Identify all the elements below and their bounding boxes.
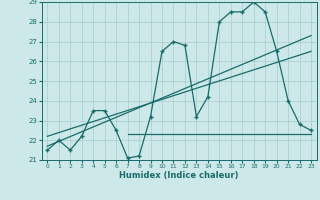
X-axis label: Humidex (Indice chaleur): Humidex (Indice chaleur) xyxy=(119,171,239,180)
